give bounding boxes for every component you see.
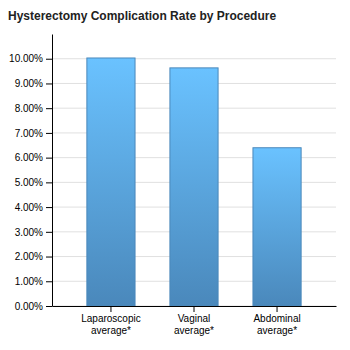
grid: [52, 59, 336, 306]
y-tick: 8.00%: [15, 103, 52, 114]
y-tick-label: 1.00%: [15, 276, 43, 287]
y-tick-label: 4.00%: [15, 202, 43, 213]
y-tick-label: 0.00%: [15, 301, 43, 312]
x-tick-label: Laparoscopicaverage*: [81, 313, 140, 336]
y-tick: 0.00%: [15, 301, 52, 312]
title: Hysterectomy Complication Rate by Proced…: [8, 9, 276, 23]
y-tick-mark: [46, 182, 52, 183]
x-tick-label-line: Laparoscopic: [81, 313, 140, 324]
y-tick: 3.00%: [15, 227, 52, 238]
y-tick-mark: [46, 133, 52, 134]
x-tick-mark: [110, 306, 111, 312]
x-tick-label: Vaginalaverage*: [174, 313, 214, 336]
y-tick: 1.00%: [15, 276, 52, 287]
y-tick: 9.00%: [15, 78, 52, 89]
y-tick-mark: [46, 158, 52, 159]
y-tick-mark: [46, 306, 52, 307]
x-tick-mark: [277, 306, 278, 312]
y-tick-mark: [46, 83, 52, 84]
y-tick-label: 9.00%: [15, 78, 43, 89]
y-tick-label: 7.00%: [15, 128, 43, 139]
y-tick-label: 10.00%: [9, 53, 43, 64]
x-axis: Laparoscopicaverage*Vaginalaverage*Abdom…: [53, 306, 337, 336]
y-tick-label: 3.00%: [15, 227, 43, 238]
bar: [253, 148, 301, 306]
bar: [87, 58, 135, 306]
x-tick-label-line: average*: [257, 325, 297, 336]
x-tick-mark: [194, 306, 195, 312]
chart: 0.00% 1.00% 2.00% 3.00% 4.00% 5.00% 6.00% 7.00%…: [0, 0, 350, 350]
y-tick: 5.00%: [15, 177, 52, 188]
x-tick-label-line: average*: [91, 325, 131, 336]
y-axis: 0.00% 1.00% 2.00% 3.00% 4.00% 5.00% 6.00% 7.00%…: [9, 35, 52, 312]
x-tick: Laparoscopicaverage*: [81, 306, 140, 336]
y-tick-label: 2.00%: [15, 251, 43, 262]
y-tick-mark: [46, 257, 52, 258]
bars: [87, 58, 301, 306]
y-tick: 7.00%: [15, 128, 52, 139]
x-tick-label-line: Abdominal: [253, 313, 300, 324]
y-tick-label: 8.00%: [15, 103, 43, 114]
y-tick: 6.00%: [15, 152, 52, 163]
x-tick-label: Abdominalaverage*: [253, 313, 300, 336]
y-tick-mark: [46, 59, 52, 60]
y-tick-mark: [46, 108, 52, 109]
y-tick: 4.00%: [15, 202, 52, 213]
y-tick-label: 5.00%: [15, 177, 43, 188]
y-axis-line: [52, 35, 53, 307]
y-tick-label: 6.00%: [15, 152, 43, 163]
bar: [170, 68, 218, 306]
x-tick: Abdominalaverage*: [253, 306, 300, 336]
x-tick-label-line: average*: [174, 325, 214, 336]
y-tick: 10.00%: [9, 53, 52, 64]
y-tick-mark: [46, 232, 52, 233]
y-tick: 2.00%: [15, 251, 52, 262]
x-tick-label-line: Vaginal: [178, 313, 211, 324]
y-tick-mark: [46, 207, 52, 208]
chart-container: 0.00% 1.00% 2.00% 3.00% 4.00% 5.00% 6.00% 7.00%…: [0, 0, 350, 350]
x-tick: Vaginalaverage*: [174, 306, 214, 336]
y-tick-mark: [46, 281, 52, 282]
